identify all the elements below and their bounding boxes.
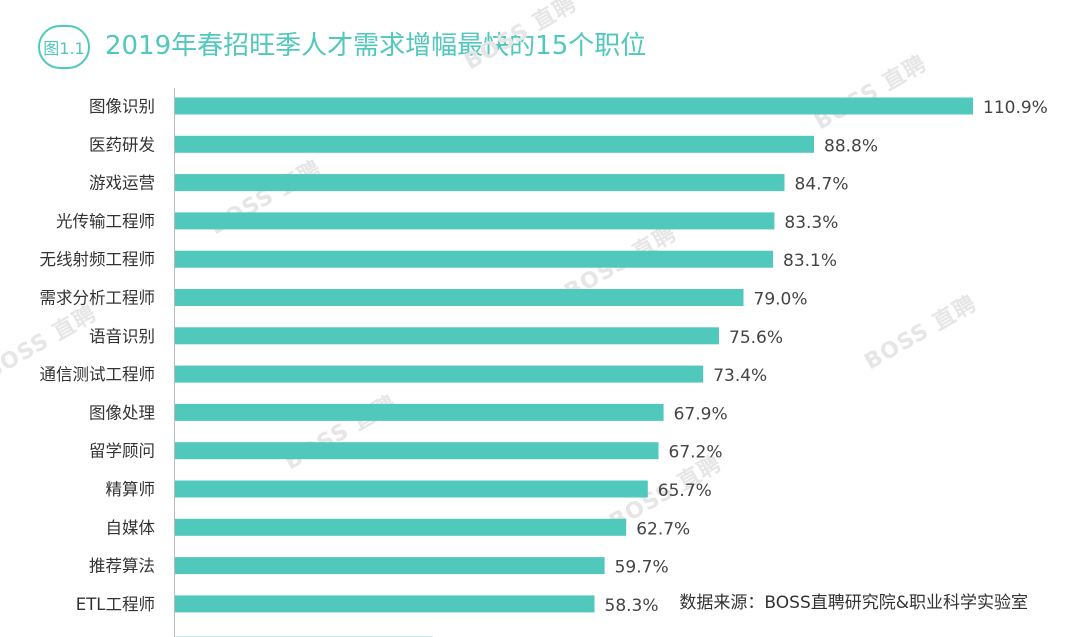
category-label: 精算师 (106, 480, 156, 499)
category-label: 医药研发 (89, 135, 155, 154)
bar-7 (175, 327, 719, 345)
bar-11 (175, 480, 648, 498)
bar-6 (175, 289, 744, 306)
value-label: 84.7% (795, 175, 849, 195)
category-label: 通信测试工程师 (40, 365, 156, 384)
category-label: ETL工程师 (76, 595, 155, 614)
category-label: 推荐算法 (89, 557, 155, 576)
bar-1 (175, 97, 973, 115)
value-label: 88.8% (824, 136, 878, 156)
value-label: 59.7% (615, 558, 669, 578)
bar-9 (175, 403, 664, 421)
value-label: 83.3% (784, 213, 838, 233)
chart-title: 2019年春招旺季人才需求增幅最快的15个职位 (105, 31, 647, 61)
figure-badge: 图1.1 (38, 25, 90, 69)
value-label: 83.1% (783, 251, 837, 271)
category-label: 需求分析工程师 (40, 289, 156, 308)
bar-13 (175, 557, 605, 575)
category-label: 无线射频工程师 (40, 250, 156, 269)
watermark-text: BOSS 直聘 (860, 290, 981, 375)
data-source-note: 数据来源：BOSS直聘研究院&职业科学实验室 (679, 593, 1028, 613)
category-label: 图像处理 (89, 403, 155, 422)
bar-2 (175, 135, 814, 153)
value-label: 73.4% (713, 366, 767, 386)
value-label: 65.7% (658, 481, 712, 501)
category-label: 自媒体 (106, 518, 156, 537)
bar-4 (175, 212, 775, 230)
category-label: 光传输工程师 (56, 212, 155, 231)
bar-10 (175, 442, 659, 460)
bar-12 (175, 518, 627, 536)
value-label: 62.7% (636, 519, 690, 539)
value-label: 75.6% (729, 328, 783, 348)
value-label: 58.3% (605, 596, 659, 616)
category-label: 留学顾问 (89, 442, 155, 461)
category-label: 语音识别 (89, 327, 155, 346)
value-label: 110.9% (983, 98, 1048, 118)
watermark-text: BOSS 直聘 (280, 390, 401, 475)
bar-14 (175, 595, 595, 613)
bar-8 (175, 365, 704, 383)
value-label: 79.0% (754, 290, 808, 310)
bar-series: 图像识别 110.9% 医药研发 88.8% 游戏运营 84.7% 光传输工程师 83.3% 无… (40, 97, 1048, 637)
value-label: 67.2% (669, 443, 723, 463)
bar-3 (175, 174, 785, 192)
watermark-text: BOSS 直聘 (460, 0, 581, 75)
watermark-text: BOSS 直聘 (810, 50, 931, 135)
category-label: 图像识别 (89, 97, 155, 116)
bar-5 (175, 250, 773, 268)
category-label: 游戏运营 (89, 174, 155, 193)
value-label: 67.9% (674, 404, 728, 424)
